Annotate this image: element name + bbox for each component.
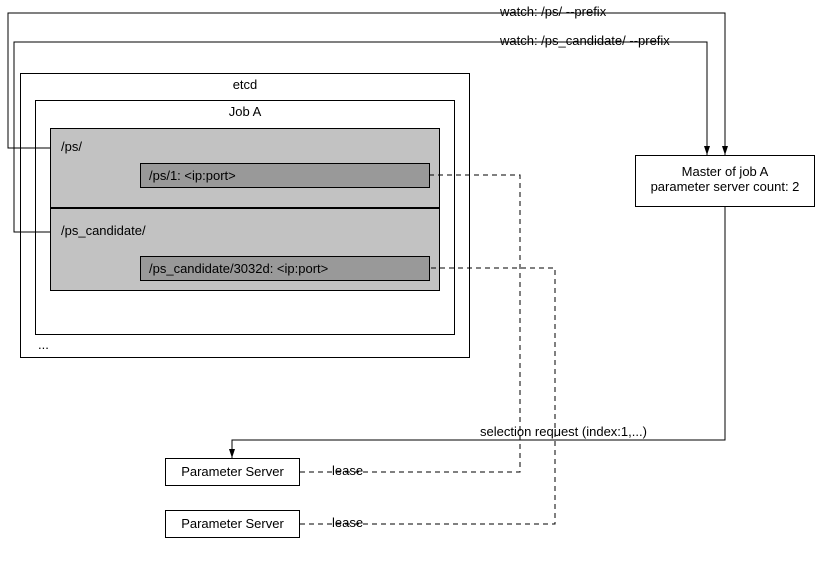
ps-entry-box: /ps/1: <ip:port> (140, 163, 430, 188)
ps1-label: Parameter Server (181, 464, 284, 479)
lease2-label: lease (332, 515, 363, 530)
ps-section-label: /ps/ (51, 135, 439, 158)
lease1-label: lease (332, 463, 363, 478)
ps-candidate-section-label: /ps_candidate/ (51, 219, 439, 242)
master-line2: parameter server count: 2 (636, 179, 814, 194)
etcd-title: etcd (21, 74, 469, 95)
ellipsis: ... (38, 337, 49, 352)
ps-candidate-entry-label: /ps_candidate/3032d: <ip:port> (141, 257, 429, 280)
ps-entry-label: /ps/1: <ip:port> (141, 164, 429, 187)
ps-candidate-entry-box: /ps_candidate/3032d: <ip:port> (140, 256, 430, 281)
ps2-label: Parameter Server (181, 516, 284, 531)
master-line1: Master of job A (636, 164, 814, 179)
job-title: Job A (36, 101, 454, 122)
watch-ps-label: watch: /ps/ --prefix (500, 4, 606, 19)
watch-ps-candidate-label: watch: /ps_candidate/ --prefix (500, 33, 670, 48)
parameter-server-2: Parameter Server (165, 510, 300, 538)
selection-request-label: selection request (index:1,...) (480, 424, 647, 439)
master-box: Master of job A parameter server count: … (635, 155, 815, 207)
parameter-server-1: Parameter Server (165, 458, 300, 486)
